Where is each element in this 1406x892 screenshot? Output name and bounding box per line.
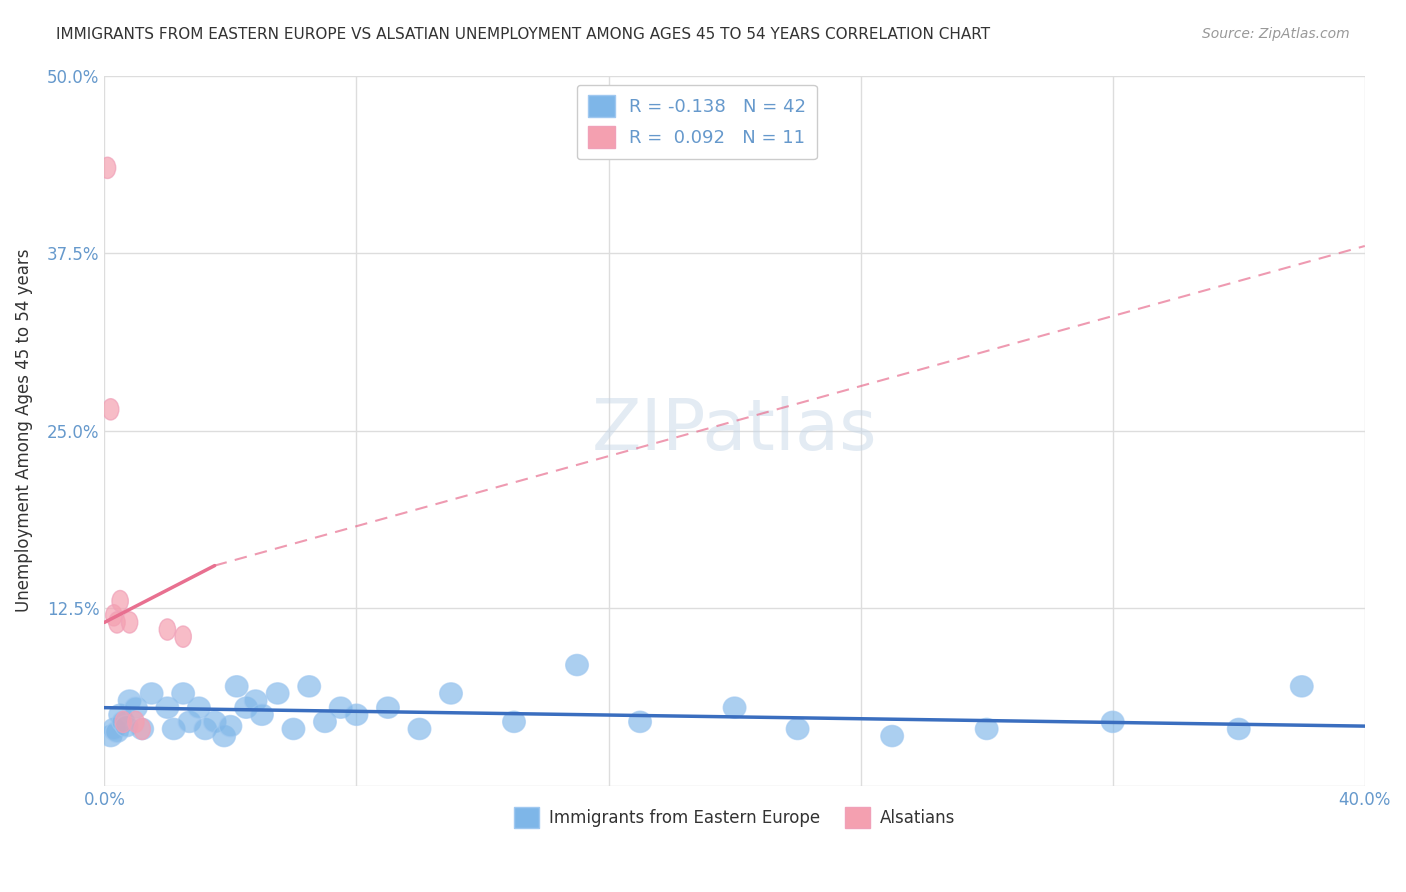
Ellipse shape xyxy=(159,619,176,640)
Ellipse shape xyxy=(225,676,247,697)
Ellipse shape xyxy=(100,157,115,178)
Ellipse shape xyxy=(976,718,998,739)
Ellipse shape xyxy=(172,682,194,704)
Ellipse shape xyxy=(115,715,138,737)
Ellipse shape xyxy=(125,697,148,718)
Legend: Immigrants from Eastern Europe, Alsatians: Immigrants from Eastern Europe, Alsatian… xyxy=(508,801,962,834)
Ellipse shape xyxy=(121,612,138,633)
Ellipse shape xyxy=(187,697,211,718)
Ellipse shape xyxy=(103,718,125,739)
Ellipse shape xyxy=(194,718,217,739)
Ellipse shape xyxy=(1227,718,1250,739)
Ellipse shape xyxy=(112,591,128,612)
Y-axis label: Unemployment Among Ages 45 to 54 years: Unemployment Among Ages 45 to 54 years xyxy=(15,249,32,613)
Ellipse shape xyxy=(179,711,201,732)
Ellipse shape xyxy=(108,704,132,725)
Ellipse shape xyxy=(112,711,135,732)
Ellipse shape xyxy=(250,704,273,725)
Ellipse shape xyxy=(628,711,651,732)
Ellipse shape xyxy=(141,682,163,704)
Ellipse shape xyxy=(408,718,430,739)
Ellipse shape xyxy=(212,725,235,747)
Ellipse shape xyxy=(235,697,257,718)
Ellipse shape xyxy=(245,690,267,711)
Ellipse shape xyxy=(174,626,191,648)
Ellipse shape xyxy=(329,697,352,718)
Ellipse shape xyxy=(219,715,242,737)
Ellipse shape xyxy=(314,711,336,732)
Ellipse shape xyxy=(100,725,122,747)
Ellipse shape xyxy=(1101,711,1123,732)
Ellipse shape xyxy=(440,682,463,704)
Ellipse shape xyxy=(266,682,290,704)
Ellipse shape xyxy=(503,711,526,732)
Ellipse shape xyxy=(377,697,399,718)
Text: IMMIGRANTS FROM EASTERN EUROPE VS ALSATIAN UNEMPLOYMENT AMONG AGES 45 TO 54 YEAR: IMMIGRANTS FROM EASTERN EUROPE VS ALSATI… xyxy=(56,27,990,42)
Text: Source: ZipAtlas.com: Source: ZipAtlas.com xyxy=(1202,27,1350,41)
Ellipse shape xyxy=(786,718,808,739)
Ellipse shape xyxy=(128,711,143,732)
Ellipse shape xyxy=(162,718,186,739)
Ellipse shape xyxy=(723,697,747,718)
Ellipse shape xyxy=(204,711,226,732)
Ellipse shape xyxy=(1291,676,1313,697)
Ellipse shape xyxy=(105,721,128,742)
Ellipse shape xyxy=(880,725,904,747)
Ellipse shape xyxy=(344,704,368,725)
Ellipse shape xyxy=(131,718,153,739)
Ellipse shape xyxy=(565,655,588,676)
Ellipse shape xyxy=(105,605,122,626)
Ellipse shape xyxy=(103,399,120,420)
Ellipse shape xyxy=(156,697,179,718)
Ellipse shape xyxy=(118,690,141,711)
Ellipse shape xyxy=(108,612,125,633)
Ellipse shape xyxy=(115,711,132,732)
Ellipse shape xyxy=(298,676,321,697)
Text: ZIPatlas: ZIPatlas xyxy=(592,396,877,465)
Ellipse shape xyxy=(134,718,150,739)
Ellipse shape xyxy=(283,718,305,739)
